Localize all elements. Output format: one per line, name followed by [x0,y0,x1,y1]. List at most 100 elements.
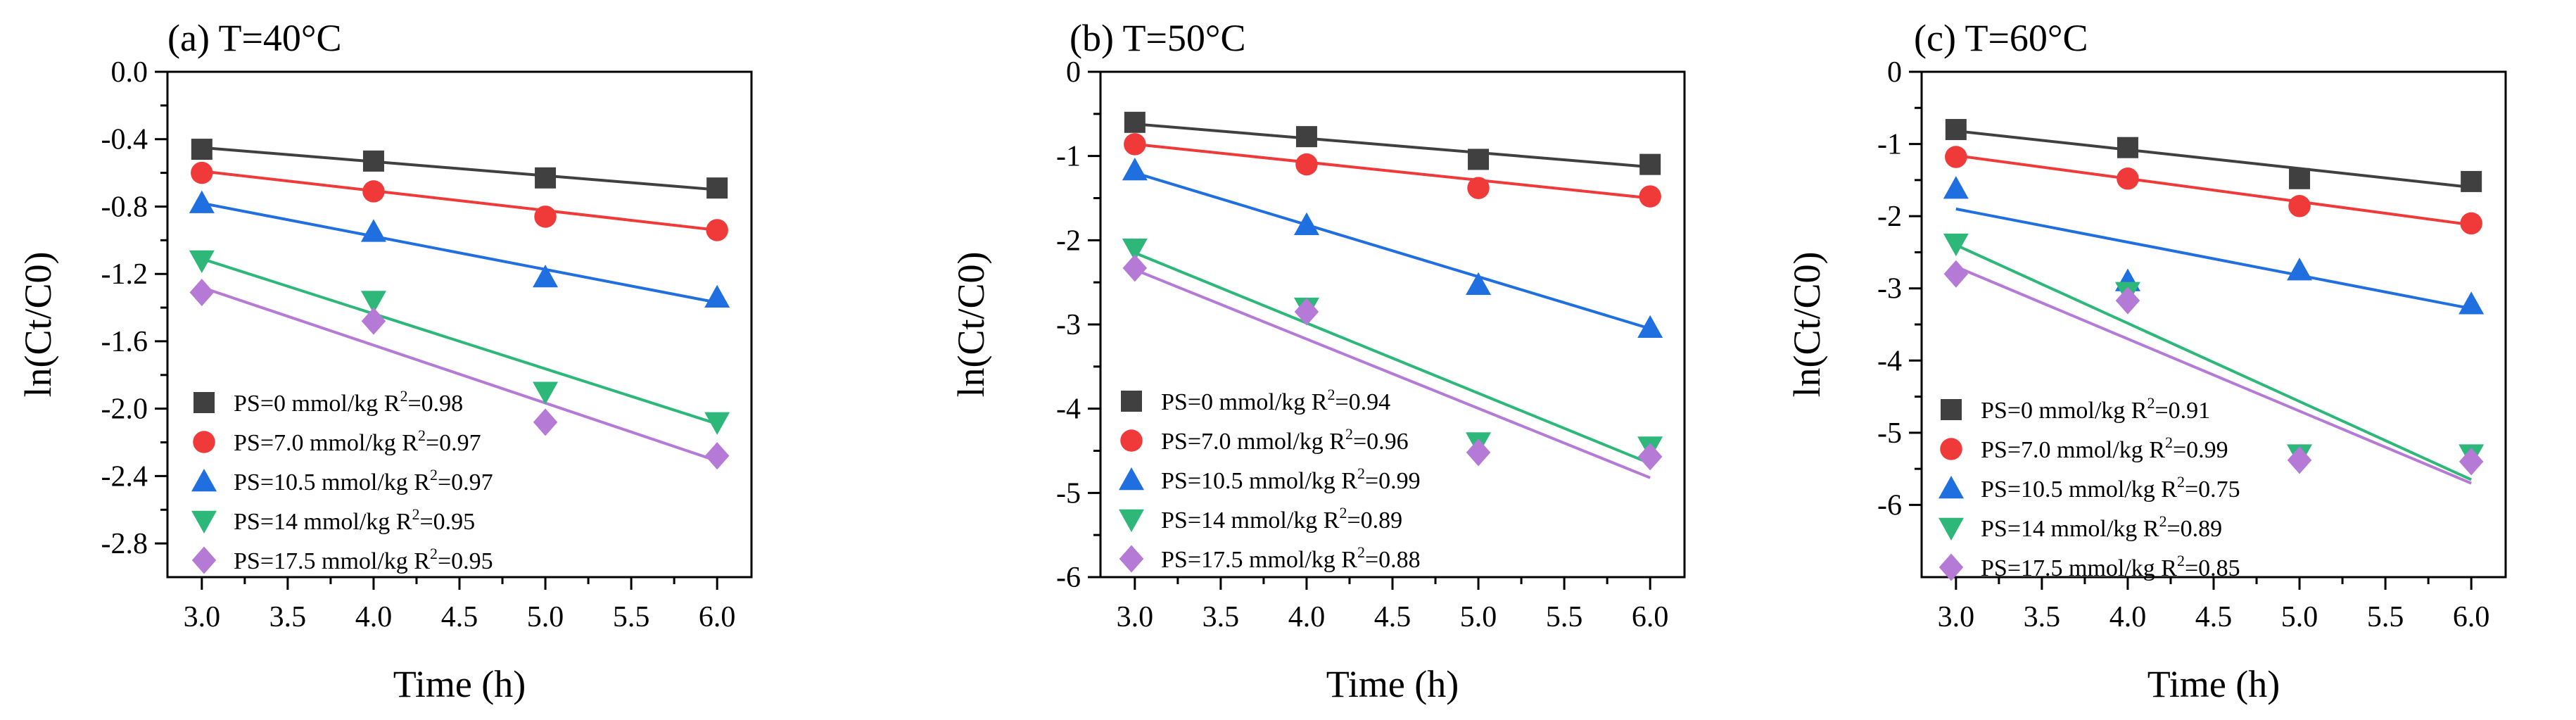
chart-panel-a: 3.0 3.5 4.0 4.5 5.0 5.5 6.0 0.0 -0.4 -0.8 -1.2 -1.6… [17,17,753,705]
fit-line [1134,268,1651,479]
legend-label: PS=0 mmol/kg R2=0.98 [234,387,463,417]
y-tick-label: -2.4 [101,460,148,493]
data-point [706,177,728,199]
data-point [1124,133,1146,156]
fit-lines [1955,130,2473,485]
legend-marker [1939,517,1964,541]
data-point [1943,233,1969,257]
legend-marker [1939,476,1964,499]
fit-line [1955,130,2472,189]
data-point [1122,254,1148,282]
fit-line [1134,122,1651,169]
y-tick-label: -0.8 [101,191,148,223]
legend-marker [1941,399,1962,420]
fit-lines [1134,122,1651,479]
data-point [1943,260,1969,288]
x-tick-label: 3.5 [269,601,307,633]
fit-line [1955,265,2472,485]
data-point [1122,239,1148,262]
data-point [704,284,730,308]
x-tick-label: 5.0 [2281,601,2318,633]
legend-marker [193,431,215,453]
data-point [2287,258,2313,281]
data-points [1943,119,2485,476]
fit-line [201,146,718,191]
data-point [1945,119,1967,141]
legend-marker [1119,467,1144,491]
data-point [706,219,728,241]
legend-label: PS=0 mmol/kg R2=0.91 [1981,394,2210,424]
data-point [1122,158,1148,181]
x-tick-label: 3.0 [1938,601,1975,633]
data-point [1637,443,1663,471]
y-axis-title: ln(Ct/C0) [1786,251,1828,397]
data-point [1639,185,1661,208]
data-point [533,381,559,405]
fit-line [1134,142,1651,200]
x-tick-label: 5.0 [527,601,564,633]
x-tick-label: 4.5 [441,601,478,633]
data-point [1468,149,1490,170]
data-point [189,190,215,213]
legend-marker [191,546,217,574]
y-axis-title: ln(Ct/C0) [950,251,992,397]
x-tick-label: 5.5 [2367,601,2404,633]
y-tick-label: -3 [1056,309,1081,341]
x-axis-title: Time (h) [2147,663,2280,705]
fit-lines [201,146,718,462]
x-tick-label: 5.0 [1460,601,1497,633]
data-point [1637,315,1663,339]
y-tick-label: 0 [1887,56,1902,89]
fit-line [201,170,718,232]
data-point [1295,126,1317,148]
data-point [1943,176,1969,199]
legend: PS=0 mmol/kg R2=0.94 PS=7.0 mmol/kg R2=0.… [1119,386,1421,573]
legend-label: PS=17.5 mmol/kg R2=0.85 [1981,552,2240,581]
fit-line [201,286,718,462]
fit-line [1955,154,2472,227]
x-tick-label: 3.5 [2024,601,2061,633]
y-tick-label: -5 [1056,477,1081,510]
y-tick-label: -1.2 [101,258,148,291]
data-point [704,442,730,470]
data-point [704,412,730,435]
data-point [1466,272,1492,296]
legend: PS=0 mmol/kg R2=0.98 PS=7.0 mmol/kg R2=0.… [191,387,493,574]
data-point [2115,286,2140,315]
data-point [189,279,215,307]
data-point [360,291,386,314]
legend-label: PS=14 mmol/kg R2=0.89 [1161,504,1402,533]
y-tick-label: -6 [1056,562,1081,594]
data-point [2287,446,2312,474]
y-tick-label: 0 [1066,56,1081,89]
legend-marker [191,510,217,533]
y-tick-label: -2 [1056,225,1081,257]
legend-label: PS=10.5 mmol/kg R2=0.99 [1161,465,1421,494]
y-tick-label: -4 [1877,345,1902,377]
fit-line [201,201,718,304]
data-point [2289,168,2311,189]
data-point [535,167,557,189]
data-point [1467,177,1490,199]
data-point [191,139,212,160]
data-point [533,408,558,436]
x-tick-label: 4.5 [2195,601,2233,633]
data-point [533,264,559,288]
data-point [2458,448,2484,476]
x-tick-label: 6.0 [1632,601,1669,633]
legend-marker [1119,545,1144,573]
x-axis-title: Time (h) [1326,663,1459,705]
data-point [1945,146,1967,168]
data-points [189,139,730,470]
y-tick-label: -1 [1056,141,1081,173]
x-axis-title: Time (h) [393,663,526,705]
data-point [1466,438,1491,467]
data-point [362,150,384,172]
x-tick-label: 3.5 [1203,601,1240,633]
data-point [1294,298,1319,326]
legend-marker [191,469,217,492]
data-point [2458,291,2485,315]
legend-marker [193,392,215,413]
legend-marker [1119,509,1144,532]
